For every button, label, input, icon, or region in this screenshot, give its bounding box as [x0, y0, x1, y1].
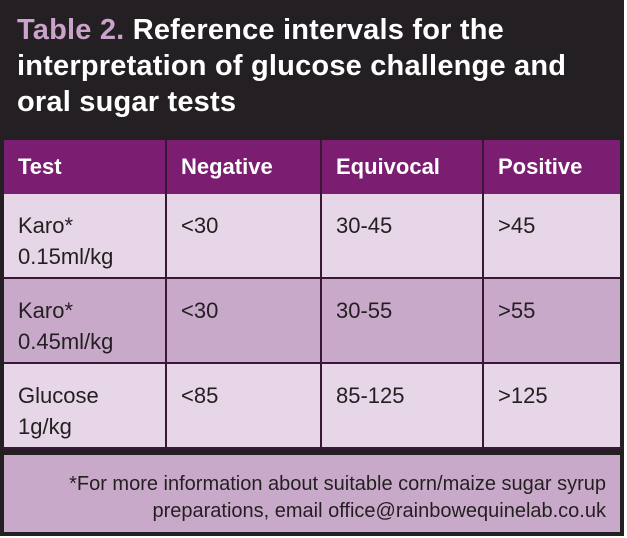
test-dose: 0.45ml/kg [18, 329, 114, 354]
cell-positive: >125 [483, 363, 620, 449]
cell-negative: <30 [166, 278, 322, 364]
test-name: Karo* [18, 213, 74, 238]
table-footnote: *For more information about suitable cor… [4, 455, 620, 532]
test-name: Karo* [18, 298, 74, 323]
cell-test: Glucose 1g/kg [4, 363, 167, 449]
header-test: Test [4, 140, 167, 194]
header-positive: Positive [483, 140, 620, 194]
test-dose: 0.15ml/kg [18, 244, 114, 269]
table-row: Glucose 1g/kg <85 85-125 >125 [4, 363, 620, 449]
reference-intervals-table: Test Negative Equivocal Positive Karo* 0… [4, 140, 620, 449]
cell-equivocal: 30-45 [321, 194, 484, 279]
test-name: Glucose [18, 383, 99, 408]
cell-positive: >55 [483, 278, 620, 364]
table-title: Table 2. Reference intervals for the int… [17, 12, 617, 120]
table-title-text: Reference intervals for the interpretati… [17, 14, 567, 118]
table-header-row: Test Negative Equivocal Positive [4, 140, 620, 194]
cell-equivocal: 30-55 [321, 278, 484, 364]
header-negative: Negative [166, 140, 322, 194]
test-dose: 1g/kg [18, 414, 72, 439]
cell-positive: >45 [483, 194, 620, 279]
cell-negative: <85 [166, 363, 322, 449]
cell-test: Karo* 0.45ml/kg [4, 278, 167, 364]
header-equivocal: Equivocal [321, 140, 484, 194]
cell-negative: <30 [166, 194, 322, 279]
table-row: Karo* 0.45ml/kg <30 30-55 >55 [4, 278, 620, 364]
table-row: Karo* 0.15ml/kg <30 30-45 >45 [4, 194, 620, 279]
cell-equivocal: 85-125 [321, 363, 484, 449]
table-number: Table 2. [17, 14, 125, 46]
cell-test: Karo* 0.15ml/kg [4, 194, 167, 279]
